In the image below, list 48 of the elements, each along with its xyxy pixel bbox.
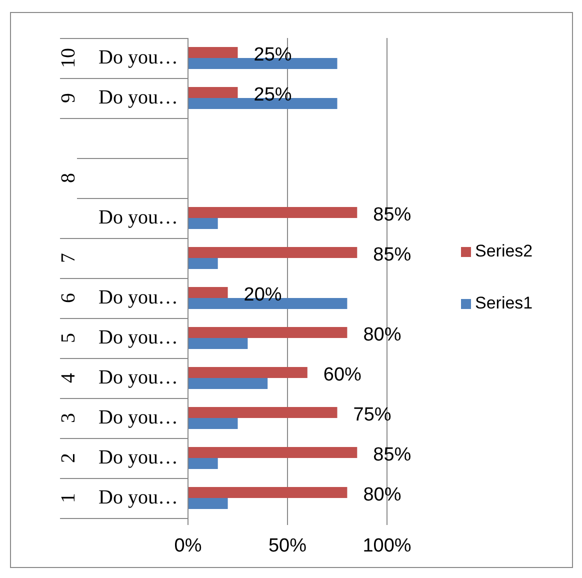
data-label: 85% [373, 244, 412, 266]
bar [188, 47, 238, 58]
bar [188, 378, 268, 389]
text: 9 [57, 93, 80, 103]
text: 8 [57, 173, 80, 183]
y-tick-label: Do you… [98, 46, 178, 68]
bar [188, 338, 248, 349]
bar [188, 458, 218, 469]
text: 10 [57, 48, 80, 68]
y-tick-label: Do you… [98, 286, 178, 308]
text: 3 [57, 413, 80, 423]
data-label: 80% [363, 324, 402, 346]
bar [188, 218, 218, 229]
text: 1 [57, 493, 80, 503]
text: 6 [57, 293, 80, 303]
text: 5 [57, 333, 80, 343]
y-tick-label: Do you… [98, 206, 178, 228]
bar [188, 367, 308, 378]
bar [188, 418, 238, 429]
y-tick-label: Do you… [98, 446, 178, 468]
x-tick-label: 100% [362, 536, 412, 557]
text: 2 [57, 453, 80, 463]
x-tick-label: 0% [174, 536, 202, 557]
bar [188, 287, 228, 298]
bar [188, 407, 338, 418]
data-label: 85% [373, 444, 412, 466]
bar [188, 207, 358, 218]
y-tick-label: Do you… [98, 326, 178, 348]
data-label: 80% [363, 484, 402, 506]
bar [188, 258, 218, 269]
data-label: 85% [373, 204, 412, 226]
y-tick-label: Do you… [98, 486, 178, 508]
data-label: 75% [353, 404, 392, 426]
x-tick-label: 50% [268, 536, 307, 557]
legend-label: Series2 [475, 242, 533, 261]
bar [188, 498, 228, 509]
bar [188, 447, 358, 458]
y-tick-label: Do you… [98, 366, 178, 388]
bar [188, 87, 238, 98]
y-tick-label: Do you… [98, 86, 178, 108]
bar [188, 247, 358, 258]
bar [188, 327, 348, 338]
data-label: 60% [323, 364, 362, 386]
bar [188, 487, 348, 498]
legend-label: Series1 [475, 294, 533, 313]
text: 7 [57, 253, 80, 263]
text: 4 [57, 373, 80, 383]
y-tick-label: Do you… [98, 406, 178, 428]
